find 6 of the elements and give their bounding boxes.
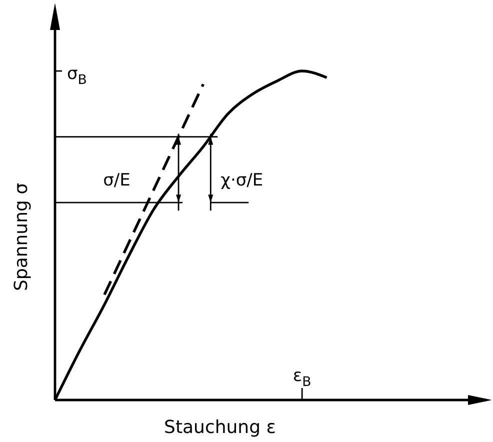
annotation: ε$_{B}$ xyxy=(292,366,312,390)
annotation: σ$_{B}$ xyxy=(67,64,87,88)
y-axis-title: Spannung σ xyxy=(11,182,32,292)
x-axis-title: Stauchung ε xyxy=(164,417,276,438)
annotation: σ/E xyxy=(103,170,130,191)
annotation: χ·σ/E xyxy=(220,170,264,191)
